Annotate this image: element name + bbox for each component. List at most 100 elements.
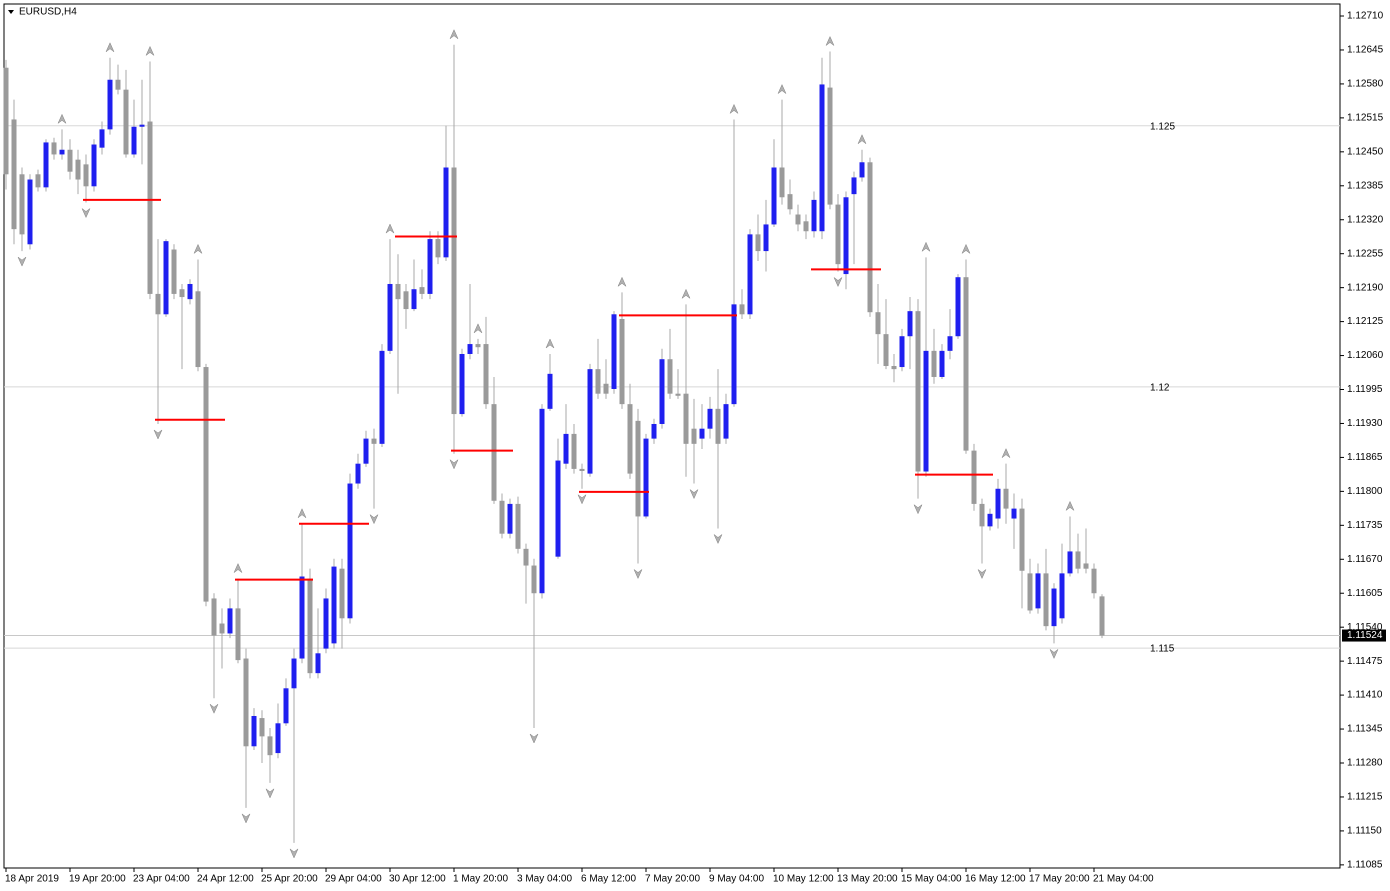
candle-body bbox=[723, 404, 729, 439]
x-tick-label: 25 Apr 20:00 bbox=[261, 874, 318, 885]
candle-body bbox=[1059, 573, 1065, 619]
candle-body bbox=[3, 67, 9, 175]
candle-body bbox=[171, 249, 177, 294]
candle-body bbox=[923, 350, 929, 472]
fractal-up bbox=[385, 223, 395, 234]
y-tick-label: 1.12515 bbox=[1347, 113, 1384, 124]
fractal-up bbox=[105, 42, 115, 53]
candle-body bbox=[243, 658, 249, 747]
y-tick-label: 1.12385 bbox=[1347, 180, 1384, 191]
y-tick-label: 1.11605 bbox=[1347, 588, 1383, 599]
candle-body bbox=[795, 214, 801, 225]
fractal-up bbox=[617, 276, 627, 288]
candle-body bbox=[387, 283, 393, 351]
candle-body bbox=[563, 433, 569, 464]
candle-body bbox=[259, 718, 265, 737]
candle-body bbox=[467, 344, 473, 354]
plot-frame bbox=[3, 3, 1341, 869]
y-tick-label: 1.12320 bbox=[1347, 214, 1384, 225]
y-tick-label: 1.11540 bbox=[1347, 622, 1383, 633]
x-tick-label: 30 Apr 12:00 bbox=[389, 874, 446, 885]
fractal-down bbox=[577, 493, 587, 505]
candle-body bbox=[851, 177, 857, 195]
candle-body bbox=[803, 221, 809, 232]
candle-body bbox=[755, 234, 761, 252]
candle-body bbox=[947, 336, 953, 351]
candle-body bbox=[443, 167, 449, 258]
candle-body bbox=[643, 438, 649, 517]
fractal-down bbox=[449, 458, 459, 470]
fractal-down bbox=[633, 568, 643, 580]
candle-body bbox=[27, 179, 33, 245]
y-tick-label: 1.12255 bbox=[1347, 248, 1384, 259]
candle-body bbox=[331, 566, 337, 644]
x-tick-label: 15 May 04:00 bbox=[901, 874, 962, 885]
candle-body bbox=[635, 420, 641, 517]
candle-body bbox=[163, 241, 169, 315]
candle-body bbox=[155, 293, 161, 315]
fractal-down bbox=[529, 733, 539, 744]
candle-body bbox=[195, 291, 201, 368]
candle-body bbox=[843, 197, 849, 275]
candle-body bbox=[571, 433, 577, 469]
x-tick-label: 6 May 12:00 bbox=[581, 874, 636, 885]
candle-body bbox=[75, 159, 81, 180]
symbol-menu-arrow[interactable] bbox=[8, 10, 14, 14]
candle-body bbox=[867, 162, 873, 313]
fractal-up bbox=[449, 29, 459, 40]
candle-body bbox=[19, 174, 25, 235]
candle-body bbox=[51, 142, 57, 155]
fractal-down bbox=[241, 813, 251, 824]
candle-body bbox=[1035, 573, 1041, 609]
y-tick-label: 1.11280 bbox=[1347, 758, 1383, 769]
current-price-box bbox=[1342, 629, 1386, 642]
fractal-down bbox=[689, 488, 699, 500]
candle-body bbox=[1099, 596, 1105, 636]
candle-body bbox=[267, 736, 273, 756]
candle-body bbox=[819, 84, 825, 232]
y-tick-label: 1.12060 bbox=[1347, 350, 1384, 361]
y-tick-label: 1.11475 bbox=[1347, 656, 1383, 667]
candle-body bbox=[811, 199, 817, 232]
candle-body bbox=[283, 688, 289, 724]
candle-body bbox=[11, 119, 17, 230]
candle-body bbox=[187, 283, 193, 300]
x-tick-label: 18 Apr 2019 bbox=[5, 874, 59, 885]
candle-body bbox=[411, 289, 417, 310]
candle-body bbox=[675, 393, 681, 396]
fractal-down bbox=[369, 513, 379, 525]
fractal-down bbox=[713, 533, 723, 545]
candle-body bbox=[483, 344, 489, 405]
fractal-up bbox=[57, 113, 67, 125]
candle-body bbox=[307, 578, 313, 674]
candle-body bbox=[451, 167, 457, 415]
fractal-down bbox=[17, 256, 27, 267]
candle-body bbox=[275, 723, 281, 754]
fractal-up bbox=[681, 288, 691, 300]
fractal-down bbox=[913, 503, 923, 515]
candle-body bbox=[651, 423, 657, 439]
candle-body bbox=[515, 503, 521, 549]
candle-body bbox=[595, 369, 601, 394]
x-tick-label: 21 May 04:00 bbox=[1093, 874, 1154, 885]
fractal-down bbox=[1049, 648, 1059, 659]
candle-body bbox=[683, 393, 689, 444]
candle-body bbox=[627, 404, 633, 474]
candle-body bbox=[771, 167, 777, 225]
candle-body bbox=[1027, 573, 1033, 611]
candle-body bbox=[475, 344, 481, 348]
candle-body bbox=[419, 287, 425, 294]
level-grid-label: 1.12 bbox=[1150, 383, 1170, 394]
y-tick-label: 1.11410 bbox=[1347, 690, 1383, 701]
x-tick-label: 16 May 12:00 bbox=[965, 874, 1026, 885]
candle-body bbox=[979, 503, 985, 527]
y-tick-label: 1.12450 bbox=[1347, 146, 1384, 157]
candle-body bbox=[315, 653, 321, 674]
fractal-up bbox=[297, 508, 307, 519]
candle-body bbox=[995, 488, 1001, 519]
candle-body bbox=[1011, 508, 1017, 519]
fractal-up bbox=[1065, 500, 1075, 512]
candle-body bbox=[747, 234, 753, 315]
fractal-down bbox=[289, 848, 299, 859]
